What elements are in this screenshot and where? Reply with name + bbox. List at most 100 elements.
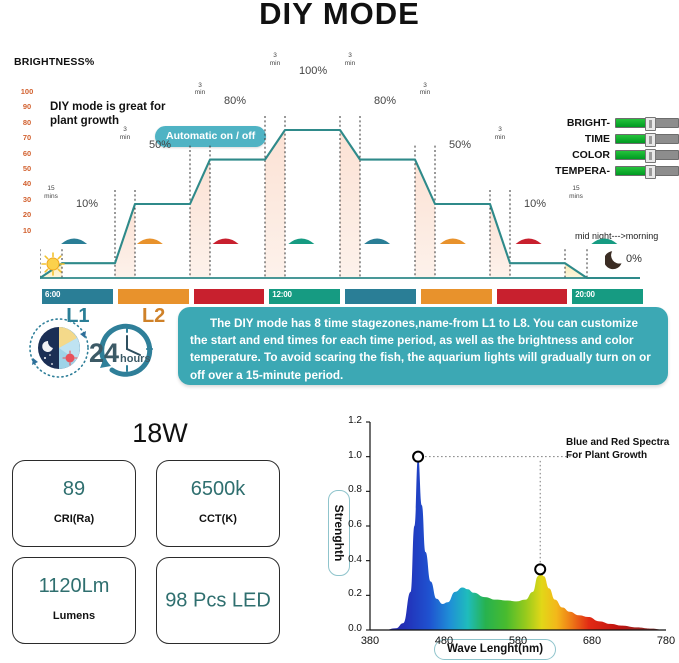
transition-duration-label: 15 mins xyxy=(563,185,589,200)
spec-value-led-count: 98 Pcs LED xyxy=(165,589,271,611)
slider-row-bright[interactable]: BRIGHT- xyxy=(503,116,679,131)
transition-unit: min xyxy=(494,133,506,141)
transition-duration-label: 3 min xyxy=(262,52,288,67)
slider-icon-color[interactable] xyxy=(615,148,679,163)
transition-value: 3 xyxy=(348,52,352,59)
brightness-tick: 100 xyxy=(20,87,34,96)
chart-ylabel-pill: Strenghth xyxy=(328,490,350,576)
spec-label-cri: CRI(Ra) xyxy=(53,513,95,525)
description-text: The DIY mode has 8 time stagezones,name-… xyxy=(190,317,651,382)
spec-card-cct: 6500k CCT(K) xyxy=(156,460,280,547)
transition-duration-label: 3 min xyxy=(112,126,138,141)
svg-text:hours: hours xyxy=(120,353,151,365)
transition-unit: min xyxy=(269,59,281,67)
transition-value: 3 xyxy=(273,52,277,59)
brightness-tick: 50 xyxy=(22,164,32,173)
slider-knob[interactable] xyxy=(645,132,657,147)
transition-duration-label: 3 min xyxy=(187,82,213,97)
spectrum-plot-area xyxy=(322,408,679,663)
brightness-tick-list: 100 90 80 70 60 50 40 30 20 10 xyxy=(16,70,38,235)
slider-label-time: TIME xyxy=(584,132,610,145)
transition-value: 3 xyxy=(423,81,427,89)
stage-time-label: 12:00 xyxy=(272,290,292,299)
chart-xtick: 680 xyxy=(582,635,602,647)
slider-fill xyxy=(616,150,651,159)
time-stage-bar[interactable]: 6:00 12:00 20:00 xyxy=(40,289,646,304)
transition-duration-label: 3 min xyxy=(412,82,438,97)
stage-time-label: 20:00 xyxy=(575,290,595,299)
brightness-tick: 30 xyxy=(22,194,32,204)
slider-knob[interactable] xyxy=(645,148,657,163)
transition-value: 3 xyxy=(198,81,202,89)
page-title: DIY MODE xyxy=(259,0,420,31)
spec-value-lumens: 1120Lm xyxy=(38,575,110,597)
spec-label-cct: CCT(K) xyxy=(199,513,237,525)
chart-ytick: 0.0 xyxy=(348,623,362,634)
chart-ytick: 0.4 xyxy=(348,553,362,565)
sun-icon xyxy=(40,251,66,277)
time-stage-segment-l7[interactable] xyxy=(496,289,568,304)
wattage-title: 18W xyxy=(132,418,188,448)
spec-value-cct: 6500k xyxy=(190,478,246,500)
chart-ytick: 0.2 xyxy=(348,588,362,600)
diy-slogan: DIY mode is great for plant growth xyxy=(50,101,166,127)
stage-name-l2: L2 xyxy=(141,305,166,327)
chart-xtick: 480 xyxy=(434,635,454,647)
brightness-schedule-plot xyxy=(40,108,640,293)
spec-card-cri: 89 CRI(Ra) xyxy=(12,460,136,547)
stage-percent-label: 80% xyxy=(224,94,247,107)
time-stage-segment-l3[interactable] xyxy=(193,289,265,304)
brightness-tick: 70 xyxy=(22,133,32,143)
time-stage-segment-l2[interactable] xyxy=(117,289,189,304)
transition-value: 3 xyxy=(123,126,127,133)
transition-duration-label: 15 mins xyxy=(38,185,64,200)
chart-ytick: 0.6 xyxy=(348,519,362,530)
spec-label-lumens: Lumens xyxy=(52,610,96,622)
brightness-tick: 60 xyxy=(22,148,32,158)
zero-percent-label: 0% xyxy=(626,253,642,265)
midnight-to-morning-label: mid night--->morning xyxy=(575,231,659,241)
slider-fill xyxy=(616,118,651,127)
chart-annotation: Blue and Red Spectra For Plant Growth xyxy=(566,436,669,462)
control-slider-group: BRIGHT- TIME COLOR TEMPERA- xyxy=(503,116,679,180)
slider-row-color[interactable]: COLOR xyxy=(503,148,679,163)
slider-fill xyxy=(616,134,651,143)
transition-unit: min xyxy=(419,89,431,97)
transition-value: 15 xyxy=(47,185,55,193)
transition-value: 3 xyxy=(498,126,502,133)
brightness-tick: 20 xyxy=(22,210,32,220)
chart-xtick: 380 xyxy=(360,635,380,647)
stage-time-label: 6:00 xyxy=(45,290,61,299)
time-stage-segment-l4[interactable]: 12:00 xyxy=(269,289,340,304)
transition-duration-label: 3 min xyxy=(487,126,513,141)
time-stage-segment-l8[interactable]: 20:00 xyxy=(572,289,643,304)
brightness-tick: 80 xyxy=(22,117,32,127)
transition-unit: min xyxy=(344,59,356,67)
svg-text:24: 24 xyxy=(89,338,119,368)
moon-icon xyxy=(604,248,627,270)
chart-xtick: 780 xyxy=(656,635,676,647)
spec-card-led-count: 98 Pcs LED xyxy=(156,557,280,644)
stage-percent-label: 10% xyxy=(524,198,547,211)
time-stage-segment-l1[interactable]: 6:00 xyxy=(42,289,113,304)
spectrum-chart: Strenghth Wave Lenght(nm) Blue and Red S… xyxy=(322,408,679,663)
slider-label-bright: BRIGHT- xyxy=(566,116,610,129)
stage-percent-label: 100% xyxy=(299,65,328,77)
transition-unit: mins xyxy=(569,192,583,200)
slider-icon-bright[interactable] xyxy=(615,116,679,131)
chart-xlabel-pill: Wave Lenght(nm) xyxy=(434,639,557,660)
slider-knob[interactable] xyxy=(645,116,657,131)
slider-label-tempera: TEMPERA- xyxy=(555,164,610,177)
slider-row-time[interactable]: TIME xyxy=(503,132,679,147)
slider-label-color: COLOR xyxy=(572,148,610,161)
stage-percent-label: 50% xyxy=(149,139,172,151)
slider-knob[interactable] xyxy=(645,164,657,179)
chart-ytick: 1.0 xyxy=(348,449,362,461)
slider-row-tempera[interactable]: TEMPERA- xyxy=(503,164,679,179)
transition-value: 15 xyxy=(572,185,580,193)
time-stage-segment-l6[interactable] xyxy=(420,289,492,304)
time-stage-segment-l5[interactable] xyxy=(345,289,416,304)
day-night-cycle-icon xyxy=(29,318,89,378)
automatic-on-off-badge[interactable]: Automatic on / off xyxy=(155,126,267,147)
spec-value-cri: 89 xyxy=(62,478,86,500)
